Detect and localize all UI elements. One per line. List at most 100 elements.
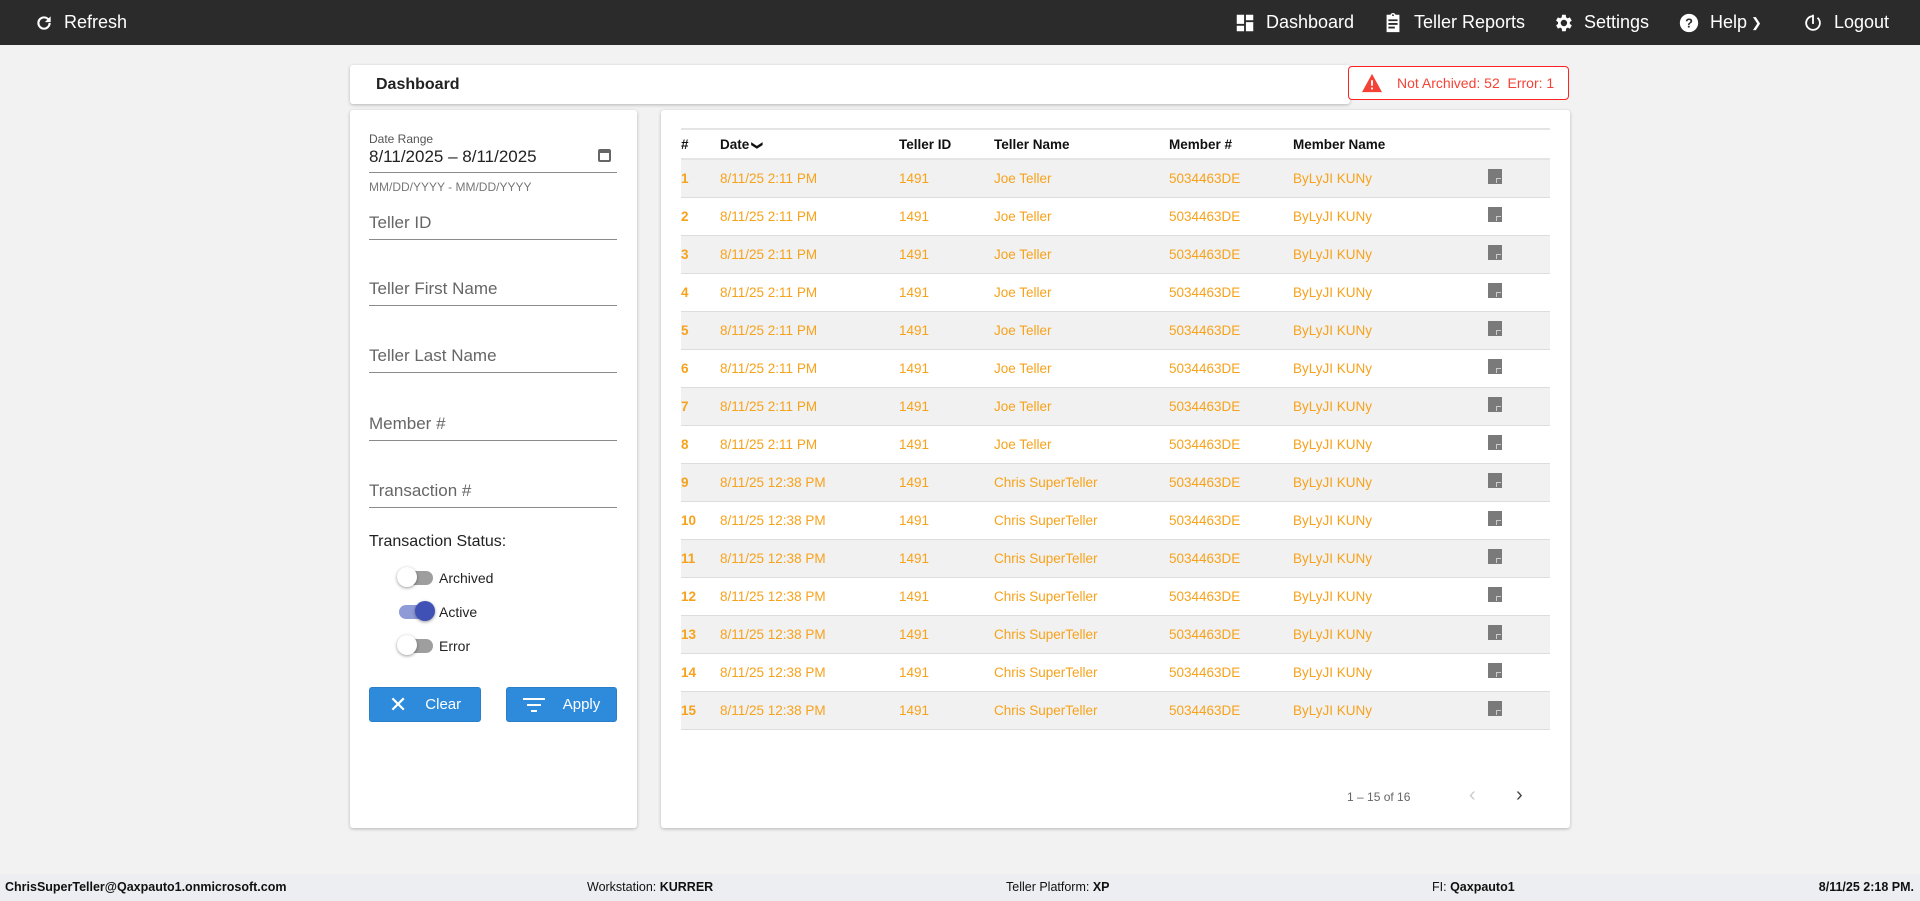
row-member-name: ByLyJI KUNy xyxy=(1293,501,1488,540)
top-nav-bar: Refresh Dashboard Teller Reports Setting… xyxy=(0,0,1920,45)
note-icon[interactable] xyxy=(1488,549,1502,564)
row-teller-id: 1491 xyxy=(899,577,994,616)
table-row[interactable]: 8 8/11/25 2:11 PM 1491 Joe Teller 5034463DE B… xyxy=(681,425,1550,464)
calendar-icon[interactable] xyxy=(598,149,611,162)
row-teller-name: Joe Teller xyxy=(994,387,1169,426)
nav-dashboard-label: Dashboard xyxy=(1266,12,1355,32)
note-icon[interactable] xyxy=(1488,435,1502,450)
table-row[interactable]: 11 8/11/25 12:38 PM 1491 Chris SuperTeller 5… xyxy=(681,539,1550,578)
clear-button[interactable]: ✕ Clear xyxy=(369,687,481,722)
table-row[interactable]: 9 8/11/25 12:38 PM 1491 Chris SuperTeller 50… xyxy=(681,463,1550,502)
table-row[interactable]: 3 8/11/25 2:11 PM 1491 Joe Teller 5034463DE B… xyxy=(681,235,1550,274)
note-icon[interactable] xyxy=(1488,169,1502,185)
status-alert[interactable]: Not Archived: 52 Error: 1 xyxy=(1348,66,1569,100)
row-teller-id: 1491 xyxy=(899,691,994,730)
date-range-input[interactable]: 8/11/2025 – 8/11/2025 xyxy=(369,146,617,173)
table-row[interactable]: 13 8/11/25 12:38 PM 1491 Chris SuperTeller 5… xyxy=(681,615,1550,654)
table-row[interactable]: 14 8/11/25 12:38 PM 1491 Chris SuperTeller 5… xyxy=(681,653,1550,692)
note-icon[interactable] xyxy=(1488,321,1502,336)
footer-fi: FI: Qaxpauto1 xyxy=(1432,880,1515,894)
note-icon[interactable] xyxy=(1488,663,1502,678)
apply-button[interactable]: Apply xyxy=(506,687,617,722)
row-teller-id: 1491 xyxy=(899,197,994,236)
note-icon[interactable] xyxy=(1488,245,1502,260)
table-row[interactable]: 1 8/11/25 2:11 PM 1491 Joe Teller 5034463DE B… xyxy=(681,159,1550,198)
transaction-number-placeholder: Transaction # xyxy=(369,481,472,500)
transaction-number-input[interactable]: Transaction # xyxy=(369,477,617,508)
row-teller-name: Joe Teller xyxy=(994,159,1169,198)
note-icon[interactable] xyxy=(1488,511,1502,526)
prev-page-button[interactable]: ‹ xyxy=(1469,784,1476,806)
nav-dashboard[interactable]: Dashboard xyxy=(1234,0,1354,45)
col-date[interactable]: Date ❯ xyxy=(720,128,899,160)
row-teller-name: Chris SuperTeller xyxy=(994,691,1169,730)
row-teller-id: 1491 xyxy=(899,159,994,198)
row-teller-name: Chris SuperTeller xyxy=(994,577,1169,616)
row-member-name: ByLyJI KUNy xyxy=(1293,311,1488,350)
row-number: 6 xyxy=(681,349,720,388)
nav-settings[interactable]: Settings xyxy=(1552,0,1649,45)
refresh-button[interactable]: Refresh xyxy=(34,0,127,45)
next-page-button[interactable]: › xyxy=(1516,784,1523,806)
table-row[interactable]: 10 8/11/25 12:38 PM 1491 Chris SuperTeller 5… xyxy=(681,501,1550,540)
note-icon[interactable] xyxy=(1488,397,1502,412)
row-member-name: ByLyJI KUNy xyxy=(1293,387,1488,426)
row-member-name: ByLyJI KUNy xyxy=(1293,273,1488,312)
col-date-label: Date xyxy=(720,136,750,152)
table-row[interactable]: 12 8/11/25 12:38 PM 1491 Chris SuperTeller 5… xyxy=(681,577,1550,616)
note-icon[interactable] xyxy=(1488,625,1502,640)
col-member-name[interactable]: Member Name xyxy=(1293,128,1488,160)
row-teller-id: 1491 xyxy=(899,311,994,350)
dashboard-icon xyxy=(1236,14,1254,31)
member-number-input[interactable]: Member # xyxy=(369,410,617,441)
status-footer: ChrisSuperTeller@Qaxpauto1.onmicrosoft.c… xyxy=(0,874,1920,901)
teller-first-name-input[interactable]: Teller First Name xyxy=(369,276,617,306)
col-teller-id[interactable]: Teller ID xyxy=(899,128,994,160)
note-icon[interactable] xyxy=(1488,473,1502,488)
notes-cell xyxy=(1488,463,1550,502)
row-date: 8/11/25 12:38 PM xyxy=(720,463,899,502)
notes-cell xyxy=(1488,691,1550,730)
row-teller-name: Joe Teller xyxy=(994,349,1169,388)
toggle-archived[interactable]: Archived xyxy=(397,567,493,587)
row-number: 14 xyxy=(681,653,720,692)
notes-cell xyxy=(1488,539,1550,578)
note-icon[interactable] xyxy=(1488,359,1502,374)
row-member-number: 5034463DE xyxy=(1169,273,1293,312)
nav-help[interactable]: ? Help ❯ xyxy=(1678,0,1762,45)
row-date: 8/11/25 12:38 PM xyxy=(720,501,899,540)
table-row[interactable]: 7 8/11/25 2:11 PM 1491 Joe Teller 5034463DE B… xyxy=(681,387,1550,426)
table-row[interactable]: 5 8/11/25 2:11 PM 1491 Joe Teller 5034463DE B… xyxy=(681,311,1550,350)
row-member-number: 5034463DE xyxy=(1169,349,1293,388)
toggle-active[interactable]: Active xyxy=(399,601,477,621)
row-date: 8/11/25 12:38 PM xyxy=(720,615,899,654)
table-row[interactable]: 6 8/11/25 2:11 PM 1491 Joe Teller 5034463DE B… xyxy=(681,349,1550,388)
note-icon[interactable] xyxy=(1488,207,1502,222)
row-number: 3 xyxy=(681,235,720,274)
table-row[interactable]: 15 8/11/25 12:38 PM 1491 Chris SuperTeller 5… xyxy=(681,691,1550,730)
note-icon[interactable] xyxy=(1488,283,1502,298)
table-row[interactable]: 2 8/11/25 2:11 PM 1491 Joe Teller 5034463DE B… xyxy=(681,197,1550,236)
footer-platform: Teller Platform: XP xyxy=(1006,880,1110,894)
notes-cell xyxy=(1488,273,1550,312)
filter-panel: Date Range 8/11/2025 – 8/11/2025 MM/DD/Y… xyxy=(350,110,637,828)
nav-teller-reports[interactable]: Teller Reports xyxy=(1382,0,1525,45)
row-number: 4 xyxy=(681,273,720,312)
teller-id-input[interactable]: Teller ID xyxy=(369,210,617,240)
nav-logout[interactable]: Logout xyxy=(1802,0,1889,45)
note-icon[interactable] xyxy=(1488,701,1502,716)
col-member-number[interactable]: Member # xyxy=(1169,128,1293,160)
row-member-number: 5034463DE xyxy=(1169,501,1293,540)
col-teller-name[interactable]: Teller Name xyxy=(994,128,1169,160)
col-notes xyxy=(1488,128,1550,160)
note-icon[interactable] xyxy=(1488,587,1502,602)
pagination-range: 1 – 15 of 16 xyxy=(1347,790,1411,804)
col-number[interactable]: # xyxy=(681,128,720,160)
workstation-label: Workstation: xyxy=(587,880,660,894)
toggle-error[interactable]: Error xyxy=(397,635,470,655)
row-number: 11 xyxy=(681,539,720,578)
close-icon: ✕ xyxy=(388,691,408,717)
teller-last-name-input[interactable]: Teller Last Name xyxy=(369,343,617,373)
row-teller-name: Chris SuperTeller xyxy=(994,501,1169,540)
table-row[interactable]: 4 8/11/25 2:11 PM 1491 Joe Teller 5034463DE B… xyxy=(681,273,1550,312)
